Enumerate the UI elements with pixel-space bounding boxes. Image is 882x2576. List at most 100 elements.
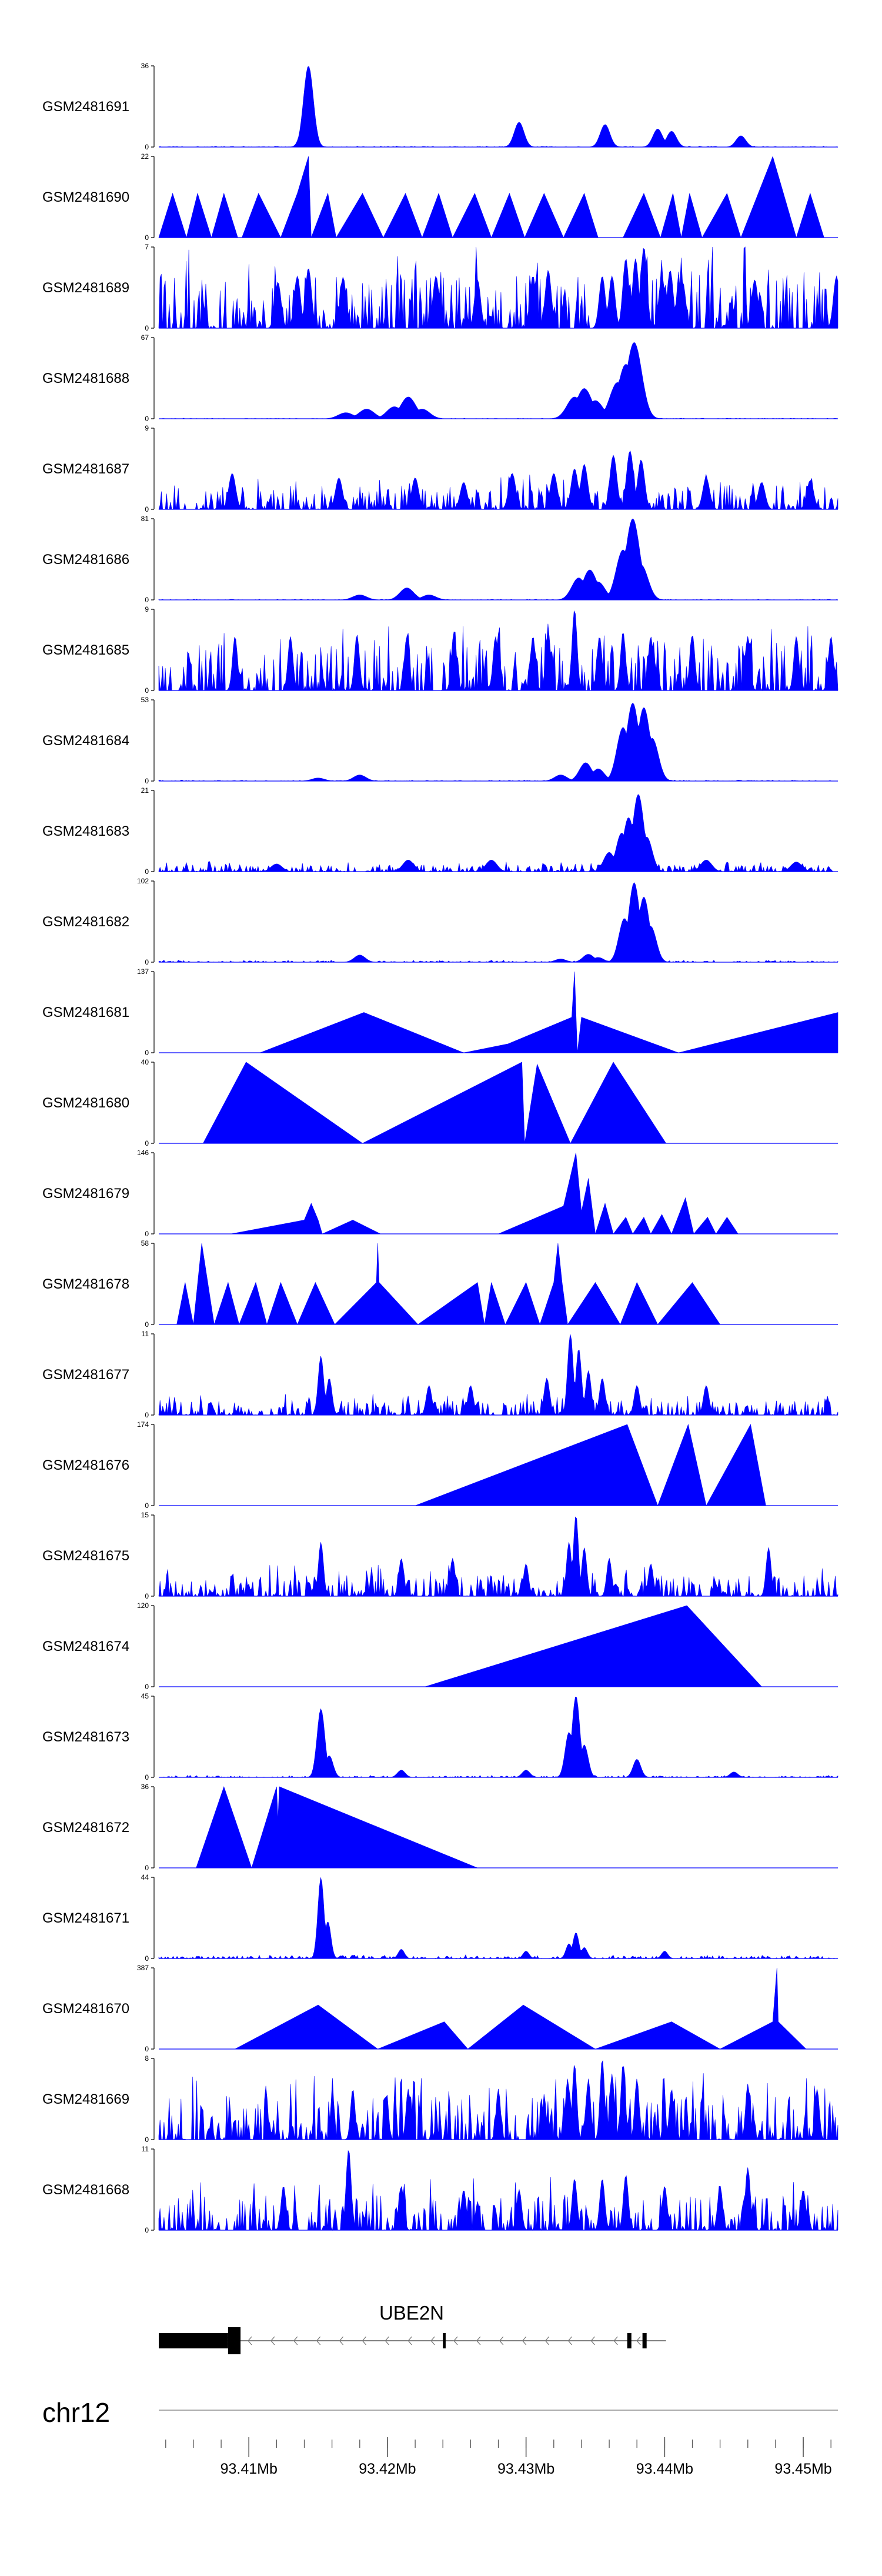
- track-GSM2481683: GSM2481683 21 0: [42, 786, 838, 876]
- track-GSM2481674: GSM2481674 120 0: [42, 1601, 838, 1691]
- gene-strand-chevron: [339, 2336, 344, 2345]
- track-GSM2481686: GSM2481686 81 0: [42, 515, 838, 604]
- coverage-area-GSM2481683: [158, 794, 838, 873]
- gene-strand-chevron: [636, 2336, 641, 2345]
- track-GSM2481685: GSM2481685 9 0: [42, 605, 838, 695]
- gene-strand-chevron: [499, 2336, 504, 2345]
- track-ymin-label: 0: [145, 2135, 149, 2144]
- track-label: GSM2481691: [42, 99, 129, 115]
- track-ymin-label: 0: [145, 1683, 149, 1691]
- track-label: GSM2481690: [42, 189, 129, 205]
- gene-model: UBE2N: [159, 2302, 666, 2354]
- gene-strand-chevron: [567, 2336, 573, 2345]
- track-label: GSM2481675: [42, 1548, 129, 1564]
- track-GSM2481672: GSM2481672 36 0: [42, 1783, 838, 1872]
- track-ymin-label: 0: [145, 1592, 149, 1600]
- gene-strand-chevron: [316, 2336, 321, 2345]
- track-label: GSM2481679: [42, 1186, 129, 1202]
- track-ymin-label: 0: [145, 143, 149, 151]
- track-ymax-label: 45: [141, 1692, 149, 1700]
- gene-strand-chevron: [407, 2336, 412, 2345]
- track-ymax-label: 40: [141, 1058, 149, 1066]
- track-GSM2481678: GSM2481678 58 0: [42, 1239, 838, 1329]
- track-ymax-label: 11: [142, 1330, 149, 1338]
- track-ymin-label: 0: [145, 777, 149, 785]
- track-GSM2481684: GSM2481684 53 0: [42, 696, 838, 785]
- gene-strand-chevron: [613, 2336, 618, 2345]
- track-ymin-label: 0: [145, 1773, 149, 1781]
- gene-strand-chevron: [522, 2336, 527, 2345]
- track-ymin-label: 0: [145, 1049, 149, 1057]
- track-ymax-label: 81: [141, 515, 149, 523]
- track-label: GSM2481680: [42, 1095, 129, 1111]
- track-ymin-label: 0: [145, 1954, 149, 1963]
- track-GSM2481690: GSM2481690 22 0: [42, 152, 838, 242]
- tick-label: 93.42Mb: [359, 2461, 416, 2477]
- track-ymax-label: 67: [141, 333, 149, 342]
- track-ymin-label: 0: [145, 2045, 149, 2053]
- track-ymin-label: 0: [145, 1139, 149, 1147]
- track-ymax-label: 11: [142, 2145, 149, 2153]
- gene-exon: [159, 2333, 228, 2348]
- track-GSM2481681: GSM2481681 137 0: [42, 967, 838, 1057]
- track-label: GSM2481677: [42, 1367, 129, 1383]
- track-ymin-label: 0: [145, 958, 149, 966]
- gene-exon: [642, 2333, 647, 2348]
- track-GSM2481677: GSM2481677 11 0: [42, 1330, 838, 1419]
- track-ymin-label: 0: [145, 1501, 149, 1510]
- track-ymax-label: 36: [141, 62, 149, 70]
- track-GSM2481669: GSM2481669 8 0: [42, 2054, 838, 2144]
- track-label: GSM2481682: [42, 914, 129, 930]
- track-ymax-label: 36: [141, 1783, 149, 1791]
- track-ymax-label: 15: [141, 1511, 149, 1519]
- track-ymin-label: 0: [145, 686, 149, 695]
- gene-strand-chevron: [270, 2336, 275, 2345]
- gene-exon: [228, 2327, 241, 2354]
- track-label: GSM2481686: [42, 552, 129, 568]
- track-label: GSM2481671: [42, 1910, 129, 1926]
- track-ymin-label: 0: [145, 505, 149, 513]
- track-GSM2481675: GSM2481675 15 0: [42, 1511, 838, 1600]
- track-label: GSM2481669: [42, 2091, 129, 2107]
- track-GSM2481671: GSM2481671 44 0: [42, 1873, 838, 1963]
- track-ymax-label: 120: [137, 1601, 149, 1610]
- track-GSM2481689: GSM2481689 7 0: [42, 243, 838, 332]
- track-ymax-label: 174: [137, 1420, 149, 1429]
- gene-strand-chevron: [476, 2336, 481, 2345]
- chromosome-label: chr12: [42, 2397, 110, 2428]
- track-ymax-label: 7: [145, 243, 149, 251]
- track-GSM2481688: GSM2481688 67 0: [42, 333, 838, 423]
- track-GSM2481680: GSM2481680 40 0: [42, 1058, 838, 1147]
- track-label: GSM2481673: [42, 1729, 129, 1745]
- gene-strand-chevron: [430, 2336, 435, 2345]
- tick-label: 93.45Mb: [774, 2461, 831, 2477]
- gene-strand-chevron: [590, 2336, 595, 2345]
- track-GSM2481676: GSM2481676 174 0: [42, 1420, 838, 1510]
- track-label: GSM2481678: [42, 1276, 129, 1292]
- gene-strand-chevron: [248, 2336, 252, 2345]
- tick-label: 93.41Mb: [220, 2461, 278, 2477]
- track-ymax-label: 44: [141, 1873, 149, 1881]
- track-label: GSM2481672: [42, 1820, 129, 1836]
- gene-strand-chevron: [362, 2336, 366, 2345]
- track-label: GSM2481681: [42, 1005, 129, 1020]
- track-GSM2481679: GSM2481679 146 0: [42, 1149, 838, 1238]
- track-GSM2481668: GSM2481668 11 0: [42, 2145, 838, 2234]
- track-ymax-label: 387: [137, 1964, 149, 1972]
- track-GSM2481670: GSM2481670 387 0: [42, 1964, 838, 2053]
- track-label: GSM2481670: [42, 2001, 129, 2017]
- track-ymin-label: 0: [145, 1230, 149, 1238]
- track-ymax-label: 9: [145, 424, 149, 432]
- track-ymin-label: 0: [145, 2226, 149, 2234]
- tick-label: 93.43Mb: [497, 2461, 554, 2477]
- track-ymin-label: 0: [145, 867, 149, 876]
- track-GSM2481673: GSM2481673 45 0: [42, 1692, 838, 1781]
- gene-exon: [443, 2333, 446, 2348]
- track-label: GSM2481685: [42, 642, 129, 658]
- track-ymin-label: 0: [145, 1864, 149, 1872]
- gene-name-label: UBE2N: [379, 2302, 444, 2324]
- gene-strand-chevron: [453, 2336, 458, 2345]
- coverage-tracks: GSM2481691360GSM2481690220GSM248168970GS…: [42, 62, 838, 2234]
- track-label: GSM2481684: [42, 733, 129, 749]
